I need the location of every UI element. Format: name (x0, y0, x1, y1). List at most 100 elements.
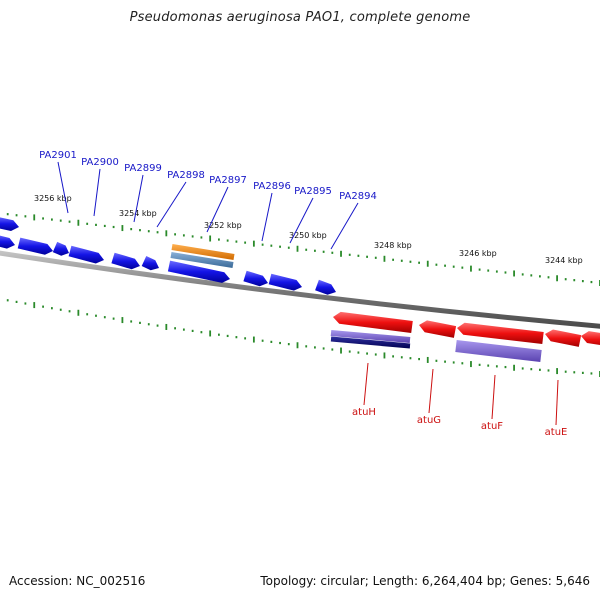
forward-gene-label: PA2901 (39, 150, 77, 161)
inner-tick (470, 361, 472, 368)
outer-tick (226, 239, 229, 242)
outer-tick (121, 225, 124, 232)
outer-tick (573, 279, 576, 282)
inner-tick (400, 356, 403, 359)
inner-tick (487, 364, 490, 367)
inner-tick (112, 317, 115, 320)
forward-label-connector (330, 202, 359, 250)
forward-gene-arrow (17, 237, 53, 255)
inner-tick (383, 352, 386, 359)
ruler-label: 3246 kbp (459, 249, 497, 258)
outer-tick (452, 265, 455, 268)
inner-tick (147, 323, 150, 326)
inner-tick (59, 308, 62, 311)
cds-feature-purple (455, 340, 542, 362)
forward-gene-arrow (268, 273, 302, 291)
inner-tick (130, 320, 133, 323)
outer-tick (95, 223, 97, 226)
forward-gene-arrow (141, 256, 159, 271)
inner-tick (296, 342, 299, 349)
outer-tick (590, 280, 593, 284)
outer-tick (331, 251, 334, 254)
outer-tick (539, 275, 541, 278)
outer-tick (366, 255, 368, 258)
inner-tick (182, 328, 185, 331)
ruler-label: 3244 kbp (545, 256, 583, 265)
forward-label-connector (57, 161, 69, 214)
inner-tick (590, 372, 593, 375)
reverse-label-connector (428, 368, 434, 414)
outer-tick (200, 236, 203, 239)
inner-tick (314, 346, 316, 349)
outer-tick-ring (6, 213, 600, 286)
inner-tick (331, 348, 334, 351)
outer-tick (444, 264, 446, 267)
inner-tick (435, 359, 438, 362)
inner-tick (392, 355, 395, 358)
inner-tick (564, 370, 567, 373)
forward-gene-label: PA2898 (167, 170, 205, 181)
inner-tick (200, 331, 203, 334)
forward-gene-label: PA2897 (209, 175, 247, 186)
forward-gene-label: PA2896 (253, 181, 291, 192)
forward-label-connector (289, 197, 314, 244)
forward-label-connector (261, 192, 273, 242)
reverse-gene-arrow (457, 322, 544, 344)
reverse-label-connector (555, 379, 559, 426)
forward-strand-features (0, 217, 336, 295)
outer-tick (547, 276, 550, 279)
inner-tick (139, 321, 141, 324)
outer-tick (530, 274, 533, 277)
inner-tick (165, 323, 168, 330)
outer-tick (287, 246, 290, 249)
outer-tick (426, 260, 429, 267)
forward-gene-label: PA2899 (124, 163, 162, 174)
reverse-label-connector (363, 362, 369, 406)
outer-tick (340, 250, 342, 257)
inner-tick (504, 365, 507, 369)
outer-tick (6, 213, 9, 216)
outer-tick (86, 222, 89, 225)
inner-tick (461, 362, 464, 365)
outer-tick (348, 253, 351, 256)
outer-tick (435, 263, 438, 266)
outer-tick (495, 270, 498, 273)
inner-tick (209, 330, 212, 337)
inner-tick (191, 329, 194, 333)
inner-tick (495, 365, 498, 368)
ruler-label: 3256 kbp (34, 194, 72, 203)
outer-tick (513, 270, 515, 277)
cds-feature-orange (171, 244, 235, 260)
outer-tick (33, 214, 36, 221)
inner-tick (581, 371, 584, 374)
inner-tick (95, 314, 97, 317)
ruler-label: 3252 kbp (204, 221, 242, 230)
forward-gene-arrow (243, 270, 268, 287)
outer-tick (470, 265, 472, 272)
outer-tick (521, 273, 524, 276)
inner-tick (121, 317, 124, 324)
inner-tick (418, 357, 420, 361)
cds-feature-navy (330, 336, 411, 349)
outer-tick (305, 248, 308, 251)
inner-tick (478, 363, 481, 366)
inner-tick (348, 350, 351, 353)
outer-tick (103, 224, 106, 228)
ruler-label: 3250 kbp (289, 231, 327, 240)
accession-text: Accession: NC_002516 (9, 574, 146, 588)
outer-tick (68, 220, 71, 223)
outer-tick (296, 245, 299, 252)
forward-gene-label: PA2894 (339, 191, 377, 202)
reverse-gene-arrow (581, 331, 600, 345)
outer-tick (279, 245, 281, 248)
outer-tick (218, 238, 220, 241)
inner-tick (539, 368, 541, 371)
inner-tick (452, 361, 455, 364)
outer-tick (165, 230, 168, 237)
genome-backbone (0, 250, 600, 329)
outer-tick (209, 235, 212, 242)
inner-tick (252, 336, 255, 343)
outer-tick (42, 217, 44, 220)
outer-tick (357, 254, 360, 257)
